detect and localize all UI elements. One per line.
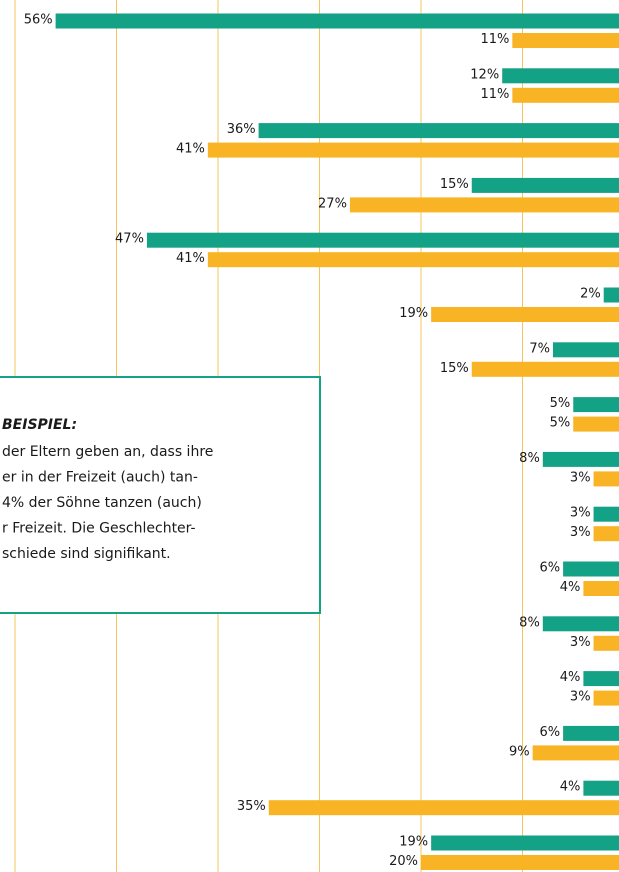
value-label: 8% [519,615,540,630]
bar [583,671,619,687]
bar [146,232,619,248]
bar [207,142,619,158]
bar [421,855,619,870]
value-label: 15% [440,361,469,376]
value-label: 19% [399,835,428,850]
value-label: 5% [550,416,571,431]
value-label: 11% [480,87,509,102]
value-label: 41% [176,142,205,157]
bar [542,616,619,632]
annotation-line: der Eltern geben an, dass ihre [2,444,213,460]
bar [471,361,619,377]
value-label: 5% [550,396,571,411]
bar [593,471,619,487]
bar [573,397,619,413]
annotation-line: er in der Freizeit (auch) tan- [2,470,198,486]
value-label: 19% [399,306,428,321]
bar [563,725,619,741]
bar [593,526,619,542]
value-label: 12% [470,67,499,82]
value-label: 7% [529,341,550,356]
bar [207,252,619,268]
value-label: 11% [480,32,509,47]
value-label: 6% [539,725,560,740]
bar [552,342,619,358]
bar [593,635,619,651]
value-label: 4% [560,580,581,595]
annotation-line: 4% der Söhne tanzen (auch) [2,495,202,511]
value-label: 3% [570,506,591,521]
bar [349,197,619,213]
value-label: 3% [570,525,591,540]
bar [471,177,619,193]
value-label: 47% [115,232,144,247]
value-label: 36% [227,122,256,137]
bar [512,33,619,48]
value-label: 20% [389,854,418,869]
bar [603,287,619,303]
value-label: 41% [176,251,205,266]
annotation-title: BEISPIEL: [2,417,77,433]
bar [593,690,619,706]
value-label: 27% [318,196,347,211]
value-label: 3% [570,635,591,650]
value-label: 35% [237,799,266,814]
annotation-line: r Freizeit. Die Geschlechter- [2,521,196,537]
bar [502,68,619,84]
bar [532,745,619,761]
value-label: 9% [509,744,530,759]
bar [583,581,619,596]
bar [431,835,619,851]
value-label: 56% [24,13,53,28]
value-label: 3% [570,470,591,485]
bar [593,506,619,522]
bar [268,800,619,816]
value-label: 4% [560,780,581,795]
annotation-line: schiede sind signifikant. [2,546,171,562]
annotation-box [0,376,321,614]
value-label: 2% [580,287,601,302]
bar [573,416,619,432]
value-label: 4% [560,670,581,685]
bar [512,87,619,103]
bar [563,561,619,577]
value-label: 15% [440,177,469,192]
bar [583,780,619,796]
value-label: 6% [539,561,560,576]
value-label: 3% [570,690,591,705]
bar [258,123,619,139]
bar [55,13,619,29]
bar [542,451,619,467]
bar [431,307,619,322]
value-label: 8% [519,451,540,466]
